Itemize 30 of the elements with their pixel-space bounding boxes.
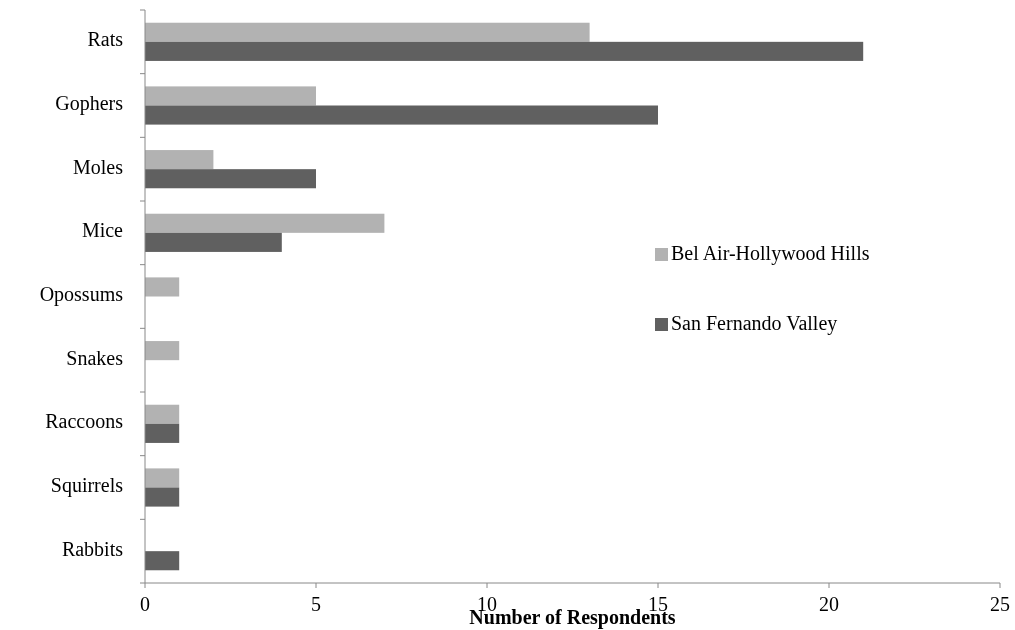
bar <box>145 423 180 443</box>
bar <box>145 404 180 424</box>
y-tick-label: Moles <box>73 155 124 178</box>
y-tick-label: Rats <box>87 28 124 51</box>
bar <box>145 341 180 361</box>
y-tick-label: Snakes <box>66 346 124 369</box>
bar <box>145 277 180 297</box>
bar <box>145 105 658 125</box>
bar <box>145 41 864 61</box>
y-tick-label: Opossums <box>39 283 124 307</box>
bar <box>145 22 590 42</box>
x-tick-label: 25 <box>990 593 1010 615</box>
x-tick-label: 0 <box>140 593 150 615</box>
y-tick-label: Raccoons <box>45 410 124 433</box>
bar <box>145 487 180 507</box>
x-tick-label: 5 <box>311 593 321 615</box>
legend-label: Bel Air-Hollywood Hills <box>671 241 870 265</box>
x-tick-label: 20 <box>819 593 839 615</box>
bar <box>145 468 180 488</box>
bar <box>145 86 316 106</box>
bar <box>145 232 282 252</box>
legend-label: San Fernando Valley <box>671 311 838 335</box>
y-tick-label: Squirrels <box>50 474 124 498</box>
y-tick-label: Mice <box>81 219 124 242</box>
bar <box>145 169 316 189</box>
bar <box>145 551 180 571</box>
bar <box>145 150 214 170</box>
bar <box>145 213 385 233</box>
y-tick-label: Gophers <box>55 92 124 116</box>
y-tick-label: Rabbits <box>61 537 124 560</box>
